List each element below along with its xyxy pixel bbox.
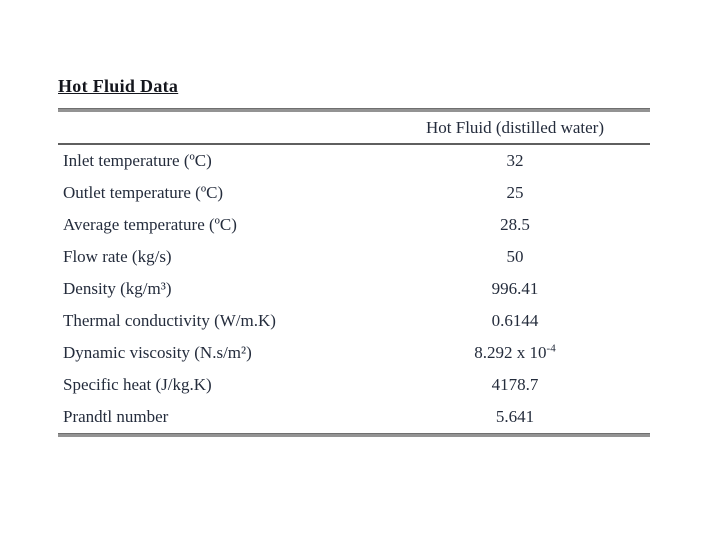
row-value: 0.6144 (491, 311, 539, 330)
row-label: Density (kg/m³) (63, 279, 172, 298)
table-row-outlet-temperature: Outlet temperature (ºC) 25 (58, 177, 650, 209)
row-value: 28.5 (500, 215, 530, 234)
table-bottom-rule (58, 433, 650, 437)
row-value: 8.292 x 10-4 (474, 342, 556, 362)
row-label: Flow rate (kg/s) (63, 247, 172, 266)
hot-fluid-data-table: Hot Fluid (distilled water) Inlet temper… (58, 108, 650, 437)
table-row-prandtl-number: Prandtl number 5.641 (58, 401, 650, 433)
row-label: Prandtl number (63, 407, 169, 426)
table-row-inlet-temperature: Inlet temperature (ºC) 32 (58, 145, 650, 177)
row-label: Outlet temperature (ºC) (63, 183, 224, 202)
page-title: Hot Fluid Data (58, 76, 179, 96)
header-divider-rule (58, 143, 650, 145)
row-label: Thermal conductivity (W/m.K) (63, 311, 276, 330)
table-row-thermal-conductivity: Thermal conductivity (W/m.K) 0.6144 (58, 305, 650, 337)
row-value: 996.41 (491, 279, 539, 298)
table-header-row: Hot Fluid (distilled water) (58, 112, 650, 143)
row-value: 4178.7 (491, 375, 539, 394)
row-value: 5.641 (495, 407, 535, 426)
row-value: 25 (506, 183, 524, 202)
row-label: Average temperature (ºC) (63, 215, 237, 234)
column-header-hot-fluid: Hot Fluid (distilled water) (425, 117, 604, 137)
row-value: 50 (506, 247, 524, 266)
table-row-flow-rate: Flow rate (kg/s) 50 (58, 241, 650, 273)
table-row-average-temperature: Average temperature (ºC) 28.5 (58, 209, 650, 241)
row-label: Dynamic viscosity (N.s/m²) (63, 343, 252, 362)
row-label: Specific heat (J/kg.K) (63, 375, 212, 394)
table-row-specific-heat: Specific heat (J/kg.K) 4178.7 (58, 369, 650, 401)
table-row-density: Density (kg/m³) 996.41 (58, 273, 650, 305)
row-value: 32 (506, 151, 524, 170)
table-row-dynamic-viscosity: Dynamic viscosity (N.s/m²) 8.292 x 10-4 (58, 337, 650, 369)
row-label: Inlet temperature (ºC) (63, 151, 212, 170)
table-top-rule (58, 108, 650, 112)
